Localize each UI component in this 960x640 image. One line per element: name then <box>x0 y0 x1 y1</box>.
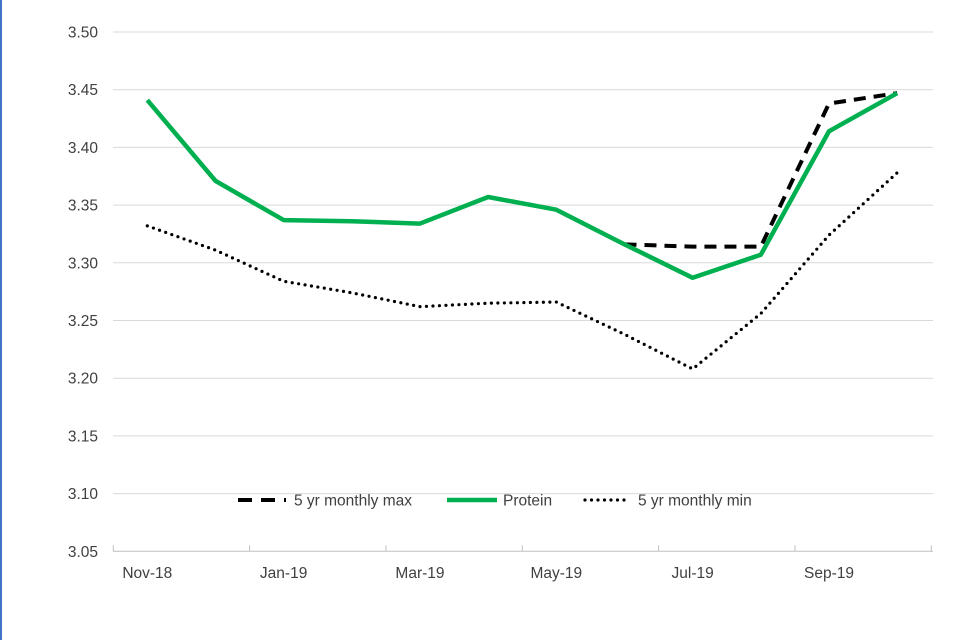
y-tick-label: 3.05 <box>68 544 98 561</box>
y-tick-label: 3.15 <box>68 428 98 445</box>
legend-label: 5 yr monthly max <box>294 493 412 510</box>
chart-series <box>145 91 899 371</box>
x-tick-label: May-19 <box>530 565 582 582</box>
y-tick-label: 3.30 <box>68 255 99 272</box>
y-tick-label: 3.25 <box>68 313 98 330</box>
y-axis-labels: 3.50 3.45 3.40 3.35 3.30 3.25 3.20 3.15 3.10 3.05 <box>68 25 99 561</box>
x-tick-label: Nov-18 <box>122 565 172 582</box>
x-tick-label: Jul-19 <box>672 565 714 582</box>
chart-legend: 5 yr monthly max Protein 5 yr monthly min <box>238 493 752 510</box>
window-left-edge <box>0 0 2 640</box>
legend-label: Protein <box>503 493 552 510</box>
x-tick-label: Jan-19 <box>260 565 307 582</box>
y-tick-label: 3.35 <box>68 198 98 215</box>
gridlines <box>112 31 933 552</box>
y-tick-label: 3.10 <box>68 486 99 503</box>
legend-label: 5 yr monthly min <box>638 493 752 510</box>
x-tick-label: Mar-19 <box>395 565 444 582</box>
y-tick-label: 3.20 <box>68 371 99 388</box>
series-line-protein <box>145 91 899 281</box>
x-tick-label: Sep-19 <box>804 565 854 582</box>
y-tick-label: 3.50 <box>68 25 99 42</box>
y-tick-label: 3.40 <box>68 140 99 157</box>
x-axis-labels: Nov-18 Jan-19 Mar-19 May-19 Jul-19 Sep-19 <box>122 565 854 582</box>
y-tick-label: 3.45 <box>68 82 98 99</box>
series-line-5-yr-monthly-max <box>624 91 898 249</box>
